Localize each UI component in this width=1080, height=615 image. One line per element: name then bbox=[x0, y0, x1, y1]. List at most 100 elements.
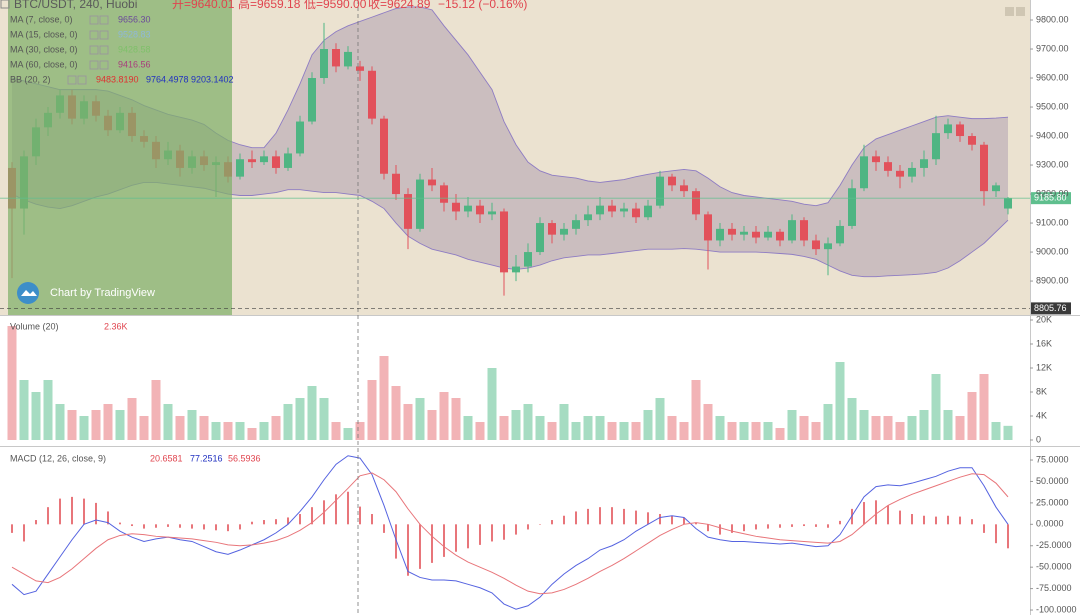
histogram-bar bbox=[887, 505, 889, 525]
volume-bar bbox=[439, 392, 449, 441]
ohlc-readout: 收=9624.89 bbox=[368, 0, 431, 11]
ohlc-readout: 开=9640.01 bbox=[172, 0, 235, 11]
candle-body bbox=[308, 78, 316, 122]
volume-bar bbox=[703, 404, 713, 441]
volume-bar bbox=[103, 404, 113, 441]
y-tick-label: 0 bbox=[1036, 434, 1041, 444]
histogram-bar bbox=[1007, 524, 1009, 549]
histogram-bar bbox=[935, 516, 937, 525]
volume-bar bbox=[763, 422, 773, 441]
collapse-icon[interactable] bbox=[0, 0, 10, 9]
volume-bar bbox=[967, 392, 977, 441]
volume-bar bbox=[427, 410, 437, 441]
candle-body bbox=[1004, 198, 1012, 209]
candle-body bbox=[728, 228, 736, 235]
indicator-name: MA (7, close, 0) bbox=[10, 14, 73, 24]
indicator-icon[interactable] bbox=[89, 45, 99, 55]
histogram-bar bbox=[911, 514, 913, 525]
indicator-icon[interactable] bbox=[89, 30, 99, 40]
histogram-bar bbox=[839, 520, 841, 525]
volume-bar bbox=[403, 404, 413, 441]
macd-readout: 20.6581 bbox=[150, 453, 183, 463]
candle-body bbox=[632, 208, 640, 218]
histogram-bar bbox=[383, 524, 385, 533]
candle-body bbox=[596, 205, 604, 215]
histogram-bar bbox=[995, 524, 997, 544]
volume-bar bbox=[463, 416, 473, 441]
volume-bar bbox=[607, 422, 617, 441]
candle-body bbox=[668, 176, 676, 186]
candle-body bbox=[788, 220, 796, 241]
volume-bar bbox=[751, 422, 761, 441]
icon-button[interactable] bbox=[1016, 7, 1025, 16]
histogram-bar bbox=[59, 498, 61, 525]
indicator-name: MA (60, close, 0) bbox=[10, 59, 78, 69]
volume-bar bbox=[823, 404, 833, 441]
candle-body bbox=[488, 211, 496, 215]
histogram-bar bbox=[875, 500, 877, 525]
histogram-bar bbox=[371, 514, 373, 525]
indicator-icon[interactable] bbox=[89, 60, 99, 70]
volume-bar bbox=[163, 404, 173, 441]
candle-body bbox=[272, 156, 280, 168]
volume-bar bbox=[511, 410, 521, 441]
volume-bar bbox=[43, 380, 53, 441]
volume-bar bbox=[883, 416, 893, 441]
histogram-bar bbox=[419, 524, 421, 569]
volume-bar bbox=[7, 326, 17, 441]
indicator-value: 9428.58 bbox=[118, 44, 151, 54]
y-tick-label: 9400.00 bbox=[1036, 130, 1069, 140]
histogram-bar bbox=[467, 524, 469, 549]
histogram-bar bbox=[959, 516, 961, 525]
histogram-bar bbox=[395, 524, 397, 559]
volume-bar bbox=[679, 422, 689, 441]
icon-button[interactable] bbox=[1005, 7, 1014, 16]
indicator-icon[interactable] bbox=[99, 60, 109, 70]
price-marker bbox=[1031, 302, 1071, 315]
volume-bar bbox=[571, 422, 581, 441]
candle-body bbox=[620, 208, 628, 212]
indicator-icon[interactable] bbox=[99, 15, 109, 25]
histogram-bar bbox=[299, 514, 301, 525]
indicator-icon[interactable] bbox=[67, 75, 77, 85]
candle-body bbox=[464, 205, 472, 212]
volume-bar bbox=[643, 410, 653, 441]
indicator-icon[interactable] bbox=[77, 75, 87, 85]
indicator-icon[interactable] bbox=[89, 15, 99, 25]
macd-line bbox=[11, 472, 1009, 595]
volume-bar bbox=[379, 356, 389, 441]
volume-bar bbox=[79, 416, 89, 441]
volume-bar bbox=[295, 398, 305, 441]
candle-body bbox=[284, 153, 292, 168]
histogram-bar bbox=[707, 524, 709, 532]
histogram-bar bbox=[479, 524, 481, 545]
volume-bar bbox=[391, 386, 401, 441]
histogram-bar bbox=[971, 519, 973, 525]
histogram-bar bbox=[359, 506, 361, 525]
volume-bar bbox=[31, 392, 41, 441]
candle-body bbox=[512, 266, 520, 273]
y-tick-label: 9200.00 bbox=[1036, 188, 1069, 198]
histogram-bar bbox=[791, 524, 793, 527]
histogram-bar bbox=[23, 524, 25, 542]
candle-body bbox=[980, 144, 988, 192]
indicator-name: MA (30, close, 0) bbox=[10, 44, 78, 54]
histogram-bar bbox=[251, 521, 253, 525]
histogram-bar bbox=[575, 511, 577, 525]
volume-bar bbox=[631, 422, 641, 441]
indicator-icon[interactable] bbox=[99, 45, 109, 55]
candle-body bbox=[296, 121, 304, 154]
indicator-value: 9203.1402 bbox=[191, 74, 234, 84]
y-tick-label: 8K bbox=[1036, 386, 1047, 396]
histogram-bar bbox=[275, 519, 277, 525]
volume-bar bbox=[655, 398, 665, 441]
candle-body bbox=[704, 214, 712, 241]
histogram-bar bbox=[131, 524, 133, 527]
y-tick-label: 8900.00 bbox=[1036, 275, 1069, 285]
indicator-icon[interactable] bbox=[99, 30, 109, 40]
histogram-bar bbox=[167, 524, 169, 527]
logo-icon bbox=[21, 290, 37, 296]
volume-bar bbox=[547, 422, 557, 441]
histogram-bar bbox=[35, 520, 37, 525]
